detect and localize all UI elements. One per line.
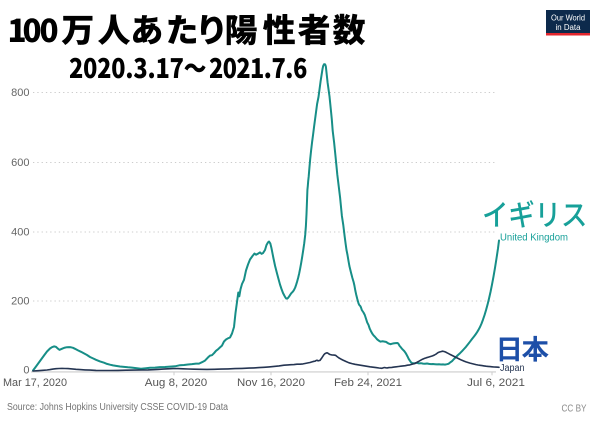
svg-text:Nov 16, 2020: Nov 16, 2020	[237, 377, 305, 389]
svg-text:Our World: Our World	[551, 14, 585, 23]
svg-text:0: 0	[23, 365, 29, 377]
svg-text:Mar 17, 2020: Mar 17, 2020	[3, 377, 67, 389]
svg-text:in Data: in Data	[556, 23, 582, 32]
svg-text:200: 200	[11, 296, 29, 308]
svg-text:Source: Johns Hopkins Universi: Source: Johns Hopkins University CSSE CO…	[7, 402, 228, 413]
svg-text:CC BY: CC BY	[562, 404, 587, 415]
svg-text:400: 400	[11, 227, 29, 239]
svg-text:Japan: Japan	[500, 363, 525, 374]
svg-text:Aug 8, 2020: Aug 8, 2020	[145, 377, 208, 389]
svg-text:800: 800	[11, 87, 29, 99]
svg-text:Feb 24, 2021: Feb 24, 2021	[334, 377, 402, 389]
svg-text:600: 600	[11, 157, 29, 169]
svg-text:Jul 6, 2021: Jul 6, 2021	[467, 377, 525, 389]
svg-text:United Kingdom: United Kingdom	[500, 233, 568, 244]
